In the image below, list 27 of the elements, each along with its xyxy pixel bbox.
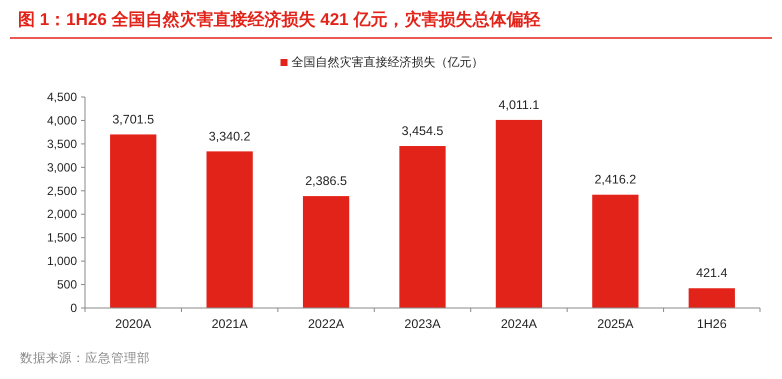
y-tick-label: 4,000 [46,113,78,128]
y-tick-label: 2,500 [46,184,78,198]
data-label: 3,340.2 [208,129,251,144]
x-tick-label: 2020A [115,317,152,331]
y-tick-label: 1,500 [46,230,78,245]
legend: 全国自然灾害直接经济损失（亿元） [280,55,484,69]
data-label: 2,386.5 [305,174,347,188]
data-label: 421.4 [696,266,728,280]
data-label: 3,454.5 [402,124,444,138]
y-tick-label: 0 [70,301,78,315]
y-tick-label: 3,500 [46,136,78,151]
y-tick-label: 4,500 [46,90,78,104]
y-tick-label: 500 [56,278,78,292]
x-tick-label: 2022A [308,317,345,331]
data-label: 4,011.1 [498,98,540,112]
x-tick-label: 1H26 [696,317,727,331]
y-tick-label: 1,000 [46,254,78,268]
y-tick-label: 3,000 [46,160,78,174]
x-tick-label: 2021A [212,317,248,331]
data-label: 2,416.2 [594,172,636,187]
data-label: 3,701.5 [112,112,154,126]
x-tick-label: 2024A [500,317,538,331]
source-note: 数据来源：应急管理部 [20,350,150,365]
x-tick-label: 2025A [597,317,634,331]
x-tick-label: 2023A [404,317,442,331]
y-tick-label: 2,000 [46,207,78,222]
title: 图 1：1H26 全国自然灾害直接经济损失 421 亿元，灾害损失总体偏轻 [18,10,540,29]
